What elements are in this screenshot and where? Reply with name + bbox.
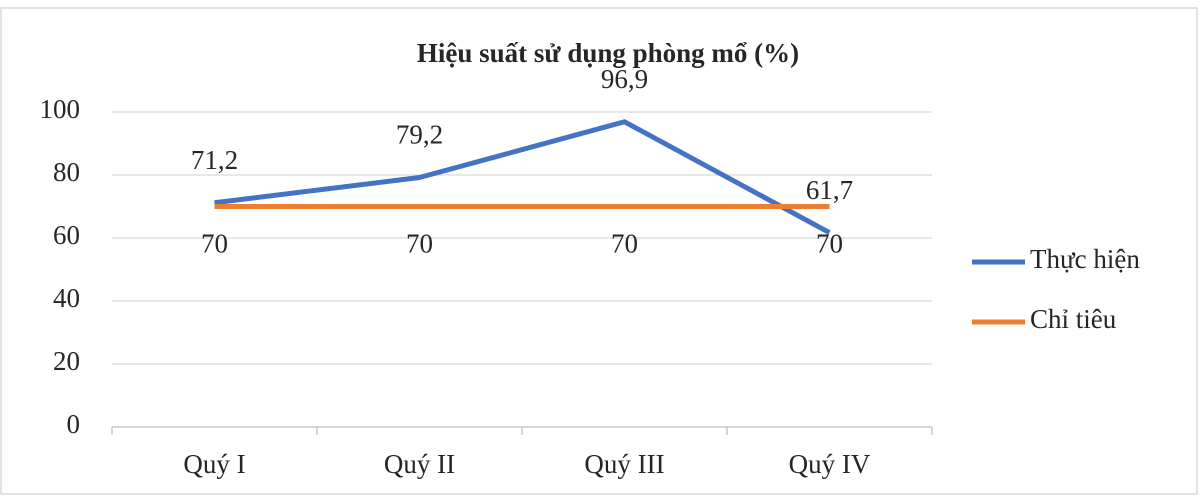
chart-title: Hiệu suất sử dụng phòng mổ (%) [417, 38, 799, 68]
y-tick-label: 20 [53, 346, 80, 376]
y-tick-label: 60 [53, 220, 80, 250]
x-tick-label: Quý I [183, 449, 245, 479]
y-tick-label: 100 [40, 94, 81, 124]
data-label: 79,2 [396, 120, 443, 150]
y-tick-label: 0 [67, 409, 81, 439]
series-line [214, 119, 831, 235]
data-label: 71,2 [191, 145, 238, 175]
legend-label: Chỉ tiêu [1030, 304, 1117, 334]
data-label: 61,7 [806, 175, 853, 205]
data-label: 70 [816, 229, 843, 259]
x-tick-label: Quý IV [789, 449, 871, 479]
x-tick-label: Quý II [384, 449, 455, 479]
legend-label: Thực hiện [1030, 244, 1140, 274]
data-label: 70 [201, 229, 228, 259]
y-tick-label: 40 [53, 283, 80, 313]
data-label: 96,9 [601, 64, 648, 94]
data-label: 70 [406, 229, 433, 259]
x-tick-label: Quý III [584, 449, 664, 479]
chart-border [0, 7, 1198, 495]
y-tick-label: 80 [53, 157, 80, 187]
data-label: 70 [611, 229, 638, 259]
